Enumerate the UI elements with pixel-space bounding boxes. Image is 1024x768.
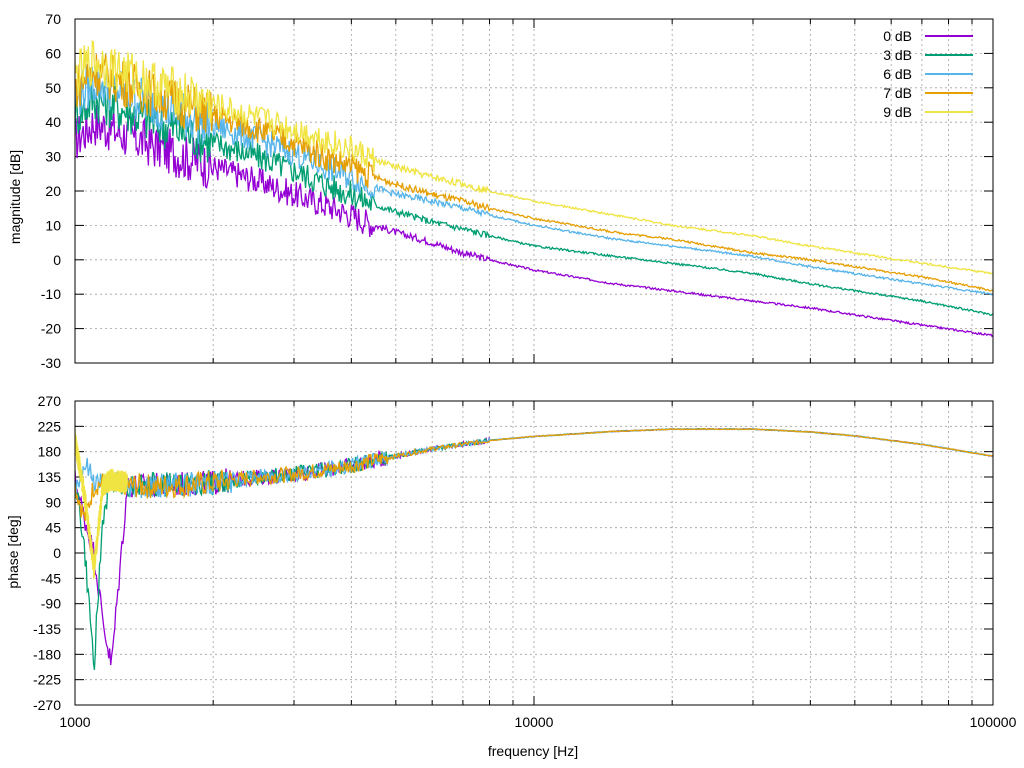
y-tick-label: 60 (45, 45, 61, 61)
legend-label: 3 dB (883, 47, 912, 63)
y-tick-label: -90 (41, 596, 61, 612)
y-tick-label: -225 (33, 672, 61, 688)
series-line-9-db (75, 429, 128, 580)
series-line-9-db (75, 40, 993, 275)
x-tick-label: 10000 (515, 714, 554, 730)
y-tick-label: -20 (41, 321, 61, 337)
legend-label: 9 dB (883, 104, 912, 120)
y-tick-label: 45 (45, 520, 61, 536)
series-line-3-db (75, 427, 993, 670)
x-tick-label: 100000 (970, 714, 1017, 730)
y-tick-label: 20 (45, 183, 61, 199)
y-tick-label: 0 (53, 545, 61, 561)
y-tick-label: 225 (38, 418, 62, 434)
series-line-3-db (75, 79, 993, 317)
y-tick-label: 135 (38, 469, 62, 485)
y-tick-label: -45 (41, 570, 61, 586)
legend-label: 7 dB (883, 85, 912, 101)
series-line-6-db (75, 64, 993, 296)
magnitude-axis-label: magnitude [dB] (7, 150, 23, 244)
y-tick-label: -135 (33, 621, 61, 637)
x-tick-label: 1000 (59, 714, 90, 730)
y-tick-label: 10 (45, 217, 61, 233)
y-tick-label: 50 (45, 80, 61, 96)
magnitude-panel: -30 -20 -10 0 10 20 30 40 50 60 70 0 dB 3 dB 6 dB 7 dB… (41, 11, 994, 371)
series-line-0-db (75, 104, 993, 338)
phase-axis-label: phase [deg] (5, 515, 21, 588)
y-tick-label: -10 (41, 286, 61, 302)
legend: 0 dB 3 dB 6 dB 7 dB 9 dB (883, 28, 973, 120)
plot-frame (74, 400, 994, 706)
phase-panel: -270 -225 -180 -135 -90 -45 0 45 90 135 180 225 270 1… (33, 393, 1017, 730)
y-tick-label: 40 (45, 114, 61, 130)
y-tick-label: 30 (45, 149, 61, 165)
y-tick-label: -180 (33, 646, 61, 662)
plot-frame (74, 18, 994, 364)
series-line-7-db (75, 427, 993, 522)
series-line-7-db (75, 54, 993, 292)
y-tick-label: 70 (45, 11, 61, 27)
y-tick-label: 0 (53, 252, 61, 268)
legend-label: 0 dB (883, 28, 912, 44)
y-tick-label: -30 (41, 355, 61, 371)
y-tick-label: 270 (38, 393, 62, 409)
frequency-axis-label: frequency [Hz] (488, 743, 578, 759)
legend-label: 6 dB (883, 66, 912, 82)
y-tick-label: 180 (38, 444, 62, 460)
y-tick-label: -270 (33, 697, 61, 713)
y-tick-label: 90 (45, 494, 61, 510)
